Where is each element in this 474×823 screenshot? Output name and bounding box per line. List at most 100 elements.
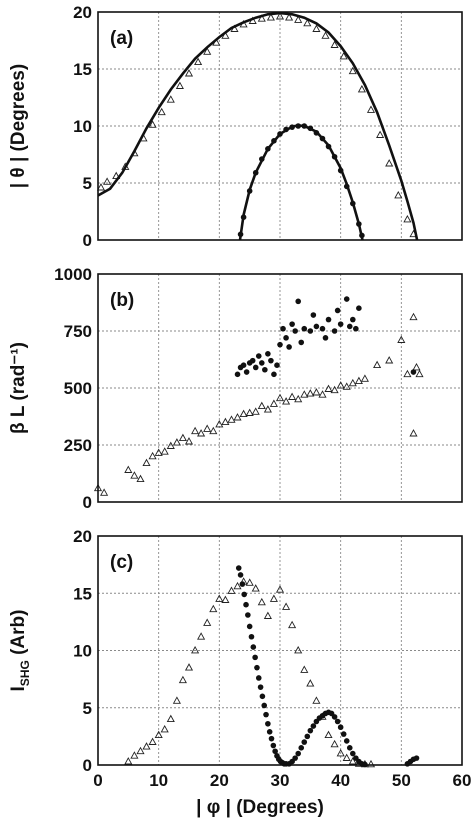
data-point-circle: [304, 733, 311, 740]
data-point-circle: [346, 323, 353, 330]
data-point-triangle: [257, 401, 266, 410]
data-point-triangle: [373, 360, 382, 369]
data-point-triangle: [348, 66, 357, 75]
data-point-circle: [271, 371, 277, 378]
data-point-triangle: [175, 81, 184, 89]
data-point-triangle: [409, 312, 418, 321]
y-tick-label: 750: [64, 322, 92, 341]
data-point-circle: [277, 341, 283, 348]
data-point-triangle: [166, 95, 175, 103]
data-point-triangle: [245, 408, 254, 416]
data-point-triangle: [191, 645, 200, 654]
data-point-triangle: [227, 586, 236, 594]
x-tick-label: 40: [331, 771, 350, 790]
data-point-triangle: [366, 105, 376, 113]
data-point-triangle: [294, 15, 303, 23]
data-point-triangle: [136, 746, 145, 755]
data-point-triangle: [415, 369, 424, 378]
plot-frame: [97, 11, 463, 241]
data-point-triangle: [257, 14, 266, 22]
data-point-triangle: [160, 447, 169, 455]
y-axis-label-base: I: [8, 686, 29, 691]
data-point-triangle: [184, 69, 194, 77]
y-axis-label-subscript: SHG: [18, 660, 32, 686]
data-point-triangle: [221, 595, 230, 603]
data-point-triangle: [403, 214, 412, 223]
data-point-triangle: [154, 730, 163, 739]
y-tick-label: 5: [83, 174, 92, 193]
data-point-triangle: [130, 751, 139, 759]
data-point-circle: [268, 357, 274, 364]
data-point-triangle: [148, 737, 157, 745]
data-point-triangle: [194, 57, 203, 66]
data-point-circle: [254, 664, 260, 671]
data-point-circle: [319, 325, 326, 332]
data-point-circle: [289, 321, 295, 327]
data-point-circle: [246, 623, 253, 630]
data-point-triangle: [348, 378, 357, 387]
data-point-triangle: [282, 397, 291, 405]
data-point-triangle: [324, 384, 333, 392]
data-point-circle: [252, 654, 258, 661]
data-point-triangle: [357, 84, 366, 93]
data-point-triangle: [263, 611, 272, 619]
data-point-triangle: [166, 441, 175, 449]
data-point-circle: [243, 369, 250, 375]
data-point-circle: [337, 321, 344, 327]
data-point-triangle: [282, 602, 291, 610]
y-tick-label: 15: [73, 60, 92, 79]
y-axis-label: | θ | (Degrees): [8, 64, 29, 188]
data-point-triangle: [209, 604, 218, 613]
plot-frame: [97, 273, 463, 503]
data-point-circle: [301, 325, 308, 332]
data-point-triangle: [197, 429, 206, 437]
data-point-triangle: [275, 12, 285, 20]
data-point-triangle: [336, 748, 345, 757]
data-point-triangle: [209, 426, 218, 435]
data-point-triangle: [306, 389, 315, 397]
data-point-triangle: [342, 382, 351, 390]
data-point-triangle: [275, 585, 285, 593]
data-point-triangle: [142, 458, 151, 467]
data-point-circle: [295, 298, 302, 305]
y-tick-label: 0: [83, 231, 92, 250]
data-point-triangle: [288, 620, 297, 629]
data-point-triangle: [124, 757, 133, 765]
data-point-triangle: [130, 471, 139, 479]
y-tick-label: 500: [64, 379, 92, 398]
data-point-triangle: [203, 424, 212, 432]
data-point-circle: [259, 360, 265, 366]
data-point-circle: [283, 335, 289, 341]
data-point-triangle: [100, 488, 109, 496]
x-tick-label: 10: [149, 771, 168, 790]
data-point-triangle: [376, 130, 385, 138]
x-tick-label: 60: [453, 771, 472, 790]
data-point-triangle: [233, 413, 242, 421]
data-point-triangle: [330, 739, 339, 748]
data-point-triangle: [263, 405, 272, 413]
y-tick-label: 0: [83, 756, 92, 775]
panel-c: 0 5 10 15 20 0 10 20 30 40 50 60 (c) ISHG (Arb) | φ | …: [8, 527, 471, 818]
data-point-circle: [243, 601, 249, 608]
data-point-circle: [250, 644, 257, 650]
data-point-triangle: [312, 24, 321, 32]
y-axis-label-unit: (Arb): [8, 610, 29, 661]
panel-a: 0 5 10 15 20 (a) | θ | (Degrees): [8, 3, 463, 250]
y-axis-label: β L (rad⁻¹): [8, 342, 29, 434]
data-point-triangle: [318, 390, 327, 398]
data-point-circle: [261, 702, 268, 709]
data-point-circle: [413, 755, 420, 761]
data-point-triangle: [312, 388, 321, 396]
data-point-triangle: [306, 679, 315, 687]
data-point-circle: [307, 328, 314, 334]
series-1: [234, 296, 417, 378]
x-tick-label: 50: [392, 771, 411, 790]
data-point-triangle: [342, 753, 351, 761]
panel-b: 0 250 500 750 1000 (b) β L (rad⁻¹): [8, 265, 463, 512]
x-axis-label: | φ | (Degrees): [196, 797, 324, 818]
data-point-triangle: [269, 399, 278, 407]
data-point-circle: [292, 328, 298, 334]
y-tick-label: 15: [73, 584, 92, 603]
data-point-triangle: [221, 417, 230, 426]
data-point-circle: [353, 325, 359, 332]
